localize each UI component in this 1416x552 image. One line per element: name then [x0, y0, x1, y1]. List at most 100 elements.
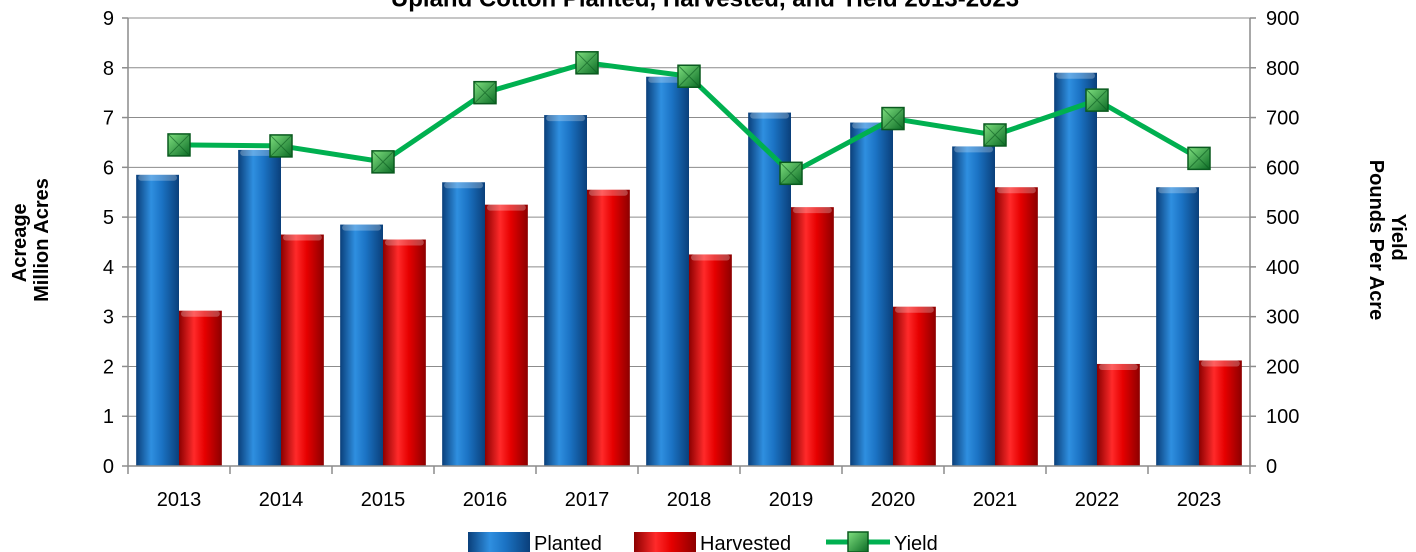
x-tick-label: 2015: [361, 489, 406, 511]
yield-marker-bevel: [983, 123, 1007, 147]
planted-bar: [544, 115, 587, 467]
harvested-bar-group: [281, 234, 324, 466]
planted-bar-highlight: [954, 146, 993, 153]
x-tick-label: 2013: [157, 489, 202, 511]
x-tick-label: 2022: [1075, 489, 1120, 511]
yield-point: [881, 106, 905, 131]
left-tick-label: 2: [103, 356, 114, 378]
yield-point: [575, 51, 599, 75]
yield-line-layer: [167, 51, 1211, 186]
yield-point: [167, 133, 191, 157]
harvested-bar-highlight: [997, 187, 1036, 194]
right-tick-label: 300: [1266, 307, 1299, 329]
right-tick-label: 500: [1266, 207, 1299, 229]
harvested-bar: [689, 254, 732, 466]
planted-bar-highlight: [342, 224, 381, 231]
x-axis-ticks: 2013 2014 2015 2016 2017 2018 2019 2020 2021 2022…: [157, 489, 1222, 511]
chart-title: Upland Cotton Planted, Harvested, and Yi…: [391, 0, 1019, 12]
harvested-bar-highlight: [793, 207, 832, 214]
legend-label-harvested: Harvested: [700, 533, 791, 552]
harvested-bar-group: [485, 204, 528, 466]
x-tick-label: 2021: [973, 489, 1018, 511]
harvested-bar-group: [791, 207, 834, 466]
yield-marker-bevel: [881, 107, 905, 130]
harvested-bar-group: [893, 306, 936, 466]
harvested-bar-highlight: [589, 189, 628, 196]
right-tick-label: 600: [1266, 157, 1299, 179]
harvested-bar-highlight: [385, 239, 424, 246]
harvested-bar-highlight: [1201, 360, 1240, 367]
yield-marker-bevel: [167, 133, 191, 157]
yield-marker-bevel: [269, 134, 293, 158]
harvested-bar: [893, 306, 936, 466]
yield-point: [269, 134, 293, 158]
yield-marker-bevel: [473, 81, 497, 105]
x-tick-label: 2023: [1177, 489, 1222, 511]
planted-bar-highlight: [138, 174, 177, 181]
x-tick-label: 2019: [769, 489, 814, 511]
harvested-bar-group: [689, 254, 732, 466]
right-tick-label: 400: [1266, 257, 1299, 279]
planted-bar-group: [646, 76, 689, 466]
left-tick-label: 0: [103, 456, 114, 478]
x-tick-label: 2016: [463, 489, 508, 511]
left-tick-label: 1: [103, 406, 114, 428]
planted-bar-group: [850, 122, 893, 467]
planted-bar-group: [544, 115, 587, 467]
yield-marker-bevel: [575, 51, 599, 75]
planted-bar-group: [1054, 72, 1097, 466]
planted-bar-group: [442, 182, 485, 466]
planted-bar-group: [136, 174, 179, 467]
planted-bar: [136, 174, 179, 467]
harvested-bar: [179, 310, 222, 466]
planted-bar-group: [238, 149, 281, 466]
legend-swatch-harvested: [634, 532, 696, 552]
planted-bar-highlight: [1158, 187, 1197, 194]
planted-bar-highlight: [444, 182, 483, 189]
bar-layer: [136, 72, 1242, 467]
legend-item-planted: Planted: [468, 532, 602, 552]
right-tick-label: 700: [1266, 108, 1299, 130]
harvested-bar-highlight: [895, 306, 934, 313]
harvested-bar: [587, 189, 630, 466]
harvested-bar-highlight: [283, 234, 322, 241]
yield-marker-bevel: [371, 150, 395, 174]
planted-bar-group: [340, 224, 383, 466]
harvested-bar: [485, 204, 528, 466]
left-tick-label: 7: [103, 108, 114, 130]
planted-bar: [1156, 187, 1199, 466]
yield-point: [1187, 146, 1211, 171]
yield-marker-bevel: [779, 161, 803, 185]
yield-point: [677, 64, 701, 88]
harvested-bar: [281, 234, 324, 466]
yield-marker-bevel: [677, 64, 701, 88]
harvested-bar-highlight: [1099, 363, 1138, 370]
left-tick-label: 4: [103, 257, 114, 279]
yield-point: [779, 161, 803, 186]
yield-point: [473, 80, 497, 105]
right-axis-title: Yield Pounds Per Acre: [1365, 160, 1409, 320]
left-tick-label: 9: [103, 8, 114, 30]
left-tick-label: 6: [103, 157, 114, 179]
right-tick-label: 900: [1266, 8, 1299, 30]
yield-point: [371, 150, 395, 174]
legend-label-planted: Planted: [534, 533, 602, 552]
left-axis-title: Acreage Million Acres: [9, 178, 53, 302]
right-tick-label: 800: [1266, 58, 1299, 80]
planted-bar: [952, 146, 995, 466]
harvested-bar: [1097, 363, 1140, 466]
planted-bar-highlight: [750, 112, 789, 119]
planted-bar: [850, 122, 893, 467]
harvested-bar-group: [383, 239, 426, 466]
yield-point: [983, 123, 1007, 147]
plot-frame: [122, 17, 1256, 474]
legend-label-yield: Yield: [894, 533, 938, 552]
planted-bar: [1054, 72, 1097, 466]
left-tick-label: 3: [103, 307, 114, 329]
harvested-bar-highlight: [487, 204, 526, 211]
planted-bar: [340, 224, 383, 466]
right-tick-label: 0: [1266, 456, 1277, 478]
legend: Planted Harvested Yield: [468, 531, 938, 552]
harvested-bar-group: [1097, 363, 1140, 466]
